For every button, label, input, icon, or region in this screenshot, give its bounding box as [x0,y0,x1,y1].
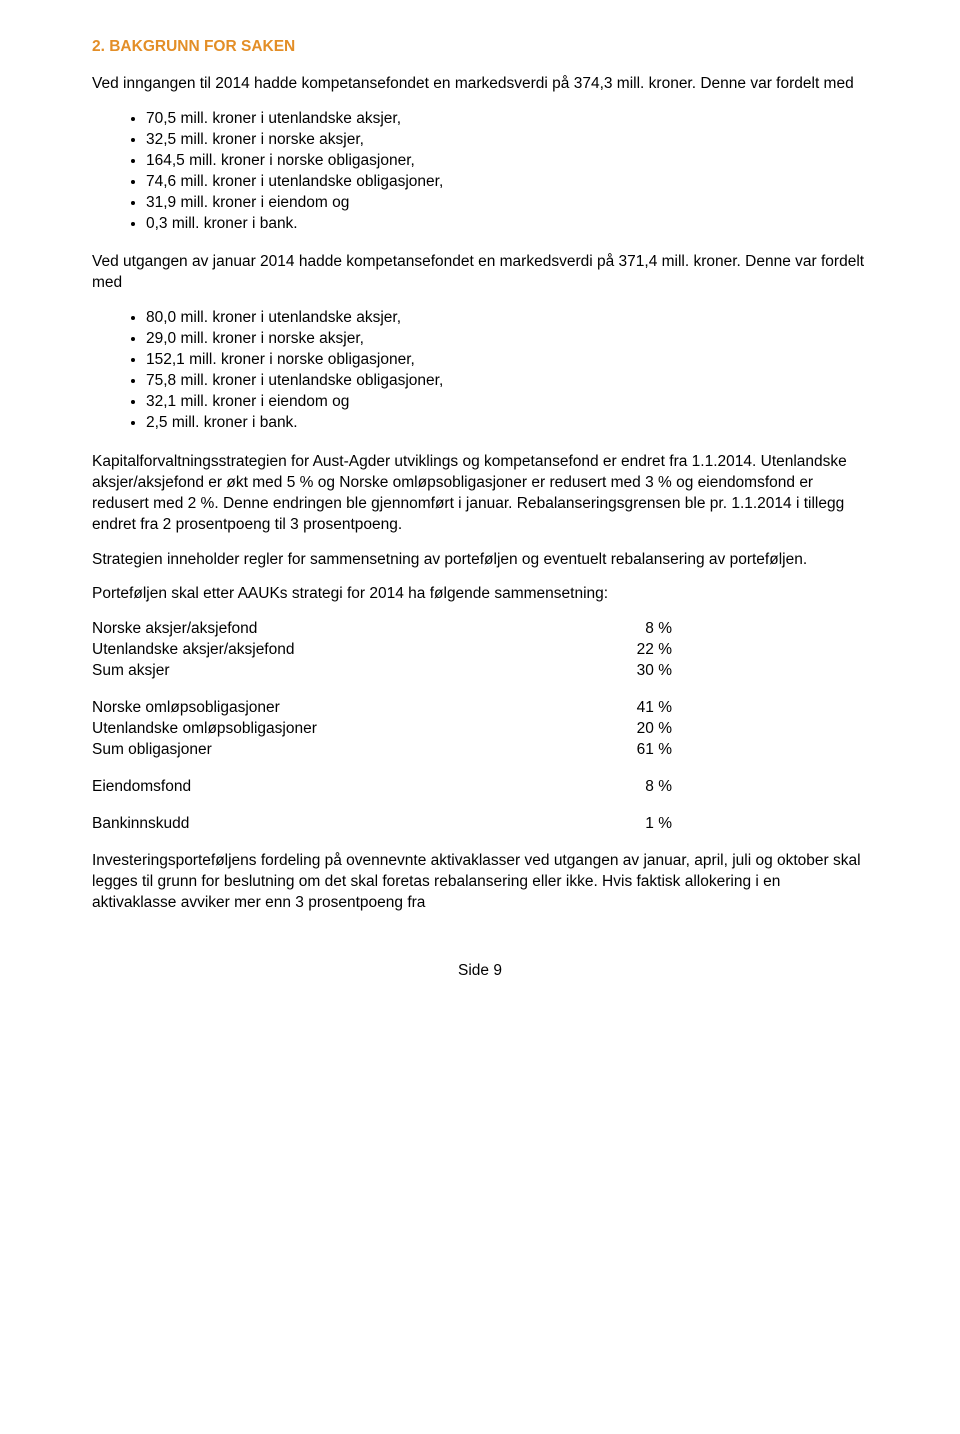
body-paragraph: Kapitalforvaltningsstrategien for Aust-A… [92,452,868,536]
allocation-row: Utenlandske aksjer/aksjefond 22 % [92,640,672,661]
list-item: 2,5 mill. kroner i bank. [146,413,868,434]
list-item: 31,9 mill. kroner i eiendom og [146,193,868,214]
allocation-row: Sum aksjer 30 % [92,661,672,682]
list-item: 70,5 mill. kroner i utenlandske aksjer, [146,109,868,130]
section-heading: 2. BAKGRUNN FOR SAKEN [92,38,868,56]
allocation-value: 30 % [637,661,672,682]
allocation-row: Sum obligasjoner 61 % [92,740,672,761]
allocation-label: Norske aksjer/aksjefond [92,619,257,640]
allocation-label: Utenlandske aksjer/aksjefond [92,640,294,661]
intro-paragraph-2: Ved utgangen av januar 2014 hadde kompet… [92,252,868,294]
allocation-label: Eiendomsfond [92,777,191,798]
allocation-label: Sum aksjer [92,661,170,682]
allocation-row: Bankinnskudd 1 % [92,814,672,835]
allocation-label: Sum obligasjoner [92,740,212,761]
list-item: 152,1 mill. kroner i norske obligasjoner… [146,350,868,371]
allocation-row: Utenlandske omløpsobligasjoner 20 % [92,719,672,740]
list-item: 80,0 mill. kroner i utenlandske aksjer, [146,308,868,329]
allocation-value: 61 % [637,740,672,761]
bullet-list-2: 80,0 mill. kroner i utenlandske aksjer, … [92,308,868,434]
allocation-label: Utenlandske omløpsobligasjoner [92,719,317,740]
allocation-block-eiendom: Eiendomsfond 8 % [92,777,868,798]
page-footer: Side 9 [92,962,868,980]
allocation-row: Norske omløpsobligasjoner 41 % [92,698,672,719]
allocation-value: 8 % [645,619,672,640]
allocation-block-bank: Bankinnskudd 1 % [92,814,868,835]
list-item: 74,6 mill. kroner i utenlandske obligasj… [146,172,868,193]
allocation-block-aksjer: Norske aksjer/aksjefond 8 % Utenlandske … [92,619,868,682]
allocation-value: 1 % [645,814,672,835]
list-item: 164,5 mill. kroner i norske obligasjoner… [146,151,868,172]
allocation-block-obligasjoner: Norske omløpsobligasjoner 41 % Utenlands… [92,698,868,761]
bullet-list-1: 70,5 mill. kroner i utenlandske aksjer, … [92,109,868,235]
list-item: 75,8 mill. kroner i utenlandske obligasj… [146,371,868,392]
allocation-label: Bankinnskudd [92,814,189,835]
list-item: 32,5 mill. kroner i norske aksjer, [146,130,868,151]
body-paragraph: Porteføljen skal etter AAUKs strategi fo… [92,584,868,605]
list-item: 29,0 mill. kroner i norske aksjer, [146,329,868,350]
allocation-value: 22 % [637,640,672,661]
body-paragraph: Investeringsporteføljens fordeling på ov… [92,851,868,914]
allocation-label: Norske omløpsobligasjoner [92,698,280,719]
body-paragraph: Strategien inneholder regler for sammens… [92,550,868,571]
list-item: 0,3 mill. kroner i bank. [146,214,868,235]
list-item: 32,1 mill. kroner i eiendom og [146,392,868,413]
allocation-row: Norske aksjer/aksjefond 8 % [92,619,672,640]
intro-paragraph-1: Ved inngangen til 2014 hadde kompetansef… [92,74,868,95]
allocation-row: Eiendomsfond 8 % [92,777,672,798]
allocation-value: 8 % [645,777,672,798]
allocation-value: 20 % [637,719,672,740]
allocation-value: 41 % [637,698,672,719]
